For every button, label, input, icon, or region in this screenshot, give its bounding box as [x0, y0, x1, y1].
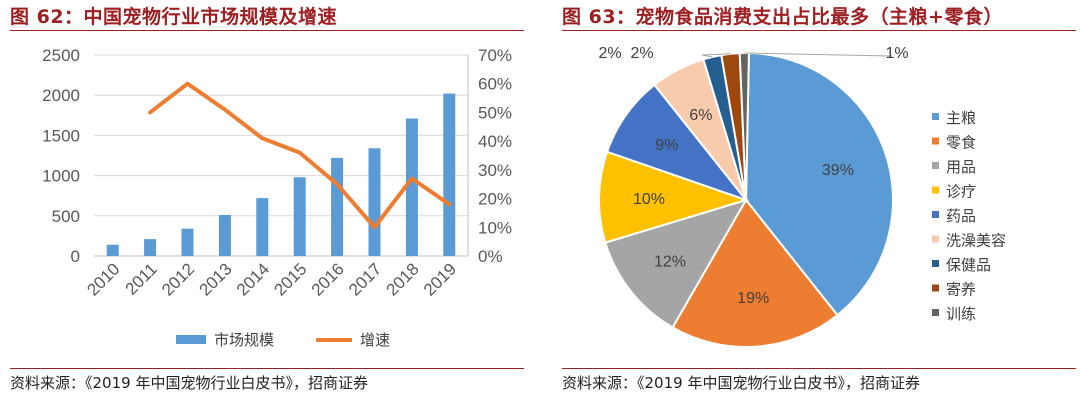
y-left-tick-label: 1000 — [42, 167, 80, 186]
right-chart-svg: 39% 19% 12% 10% 9% 6% 2% 2% 1% 主粮零食用品诊疗药品洗澡美容保健品寄… — [598, 45, 1006, 349]
pie-slice-用品 — [604, 198, 749, 329]
left-chart-title: 图 62：中国宠物行业市场规模及增速 — [10, 6, 338, 28]
y-left-tick-label: 2500 — [42, 46, 80, 65]
legend-swatch — [932, 137, 939, 145]
legend-swatch — [932, 211, 939, 218]
left-chart-svg: 0 500 1000 1500 2000 2500 0% 10% 20% 30% 40% 50% 60%… — [42, 46, 512, 349]
y-right-tick-label: 10% — [478, 218, 512, 237]
right-title-rule — [562, 30, 1076, 31]
left-chart-panel: 图 62：中国宠物行业市场规模及增速 0 500 1000 1500 2000 2500 0… — [0, 0, 528, 402]
pie-data-label: 12% — [654, 253, 686, 270]
legend-label: 保健品 — [946, 256, 991, 274]
pie-slice-诊疗 — [598, 150, 750, 244]
bar-2013 — [218, 214, 231, 256]
legend-label: 用品 — [946, 158, 976, 176]
pie-slice-零食 — [671, 198, 839, 349]
x-tick-label: 2013 — [196, 259, 236, 299]
y-left-tick-label: 1500 — [42, 126, 80, 145]
y-right-tick-label: 60% — [478, 75, 512, 94]
right-chart-title: 图 63：宠物食品消费支出占比最多（主粮+零食） — [562, 6, 1003, 28]
legend-label: 诊疗 — [946, 183, 976, 201]
y-right-tick-label: 30% — [478, 161, 512, 180]
bar-2017 — [368, 148, 381, 256]
leader-line — [701, 53, 731, 56]
pie-data-label: 19% — [737, 290, 769, 307]
x-tick-label: 2018 — [383, 259, 423, 299]
pie-data-label: 2% — [630, 45, 653, 62]
x-tick-label: 2016 — [308, 259, 348, 299]
left-source-rule — [10, 368, 524, 369]
x-tick-label: 2014 — [233, 259, 273, 299]
right-source-rule — [562, 368, 1076, 369]
pie-data-label: 10% — [633, 191, 665, 208]
leader-line — [744, 52, 893, 57]
left-source-note: 资料来源：《2019 年中国宠物行业白皮书》，招商证券 — [10, 374, 368, 392]
y-right-tick-label: 20% — [478, 190, 512, 209]
y-left-tick-label: 0 — [71, 247, 80, 266]
bar-2010 — [106, 244, 119, 256]
legend-label: 增速 — [360, 331, 390, 349]
legend-label: 市场规模 — [214, 331, 274, 349]
legend-swatch — [932, 162, 939, 169]
bar-2019 — [443, 93, 456, 256]
pie-data-label: 9% — [655, 137, 678, 154]
pie-data-label: 39% — [822, 162, 854, 179]
bar-2018 — [405, 118, 418, 257]
y-right-tick-label: 0% — [478, 247, 503, 266]
y-left-tick-label: 2000 — [42, 86, 80, 105]
legend-swatch — [932, 186, 939, 194]
pie-slice-主粮 — [744, 52, 894, 317]
x-tick-label: 2012 — [158, 259, 198, 299]
legend-swatch — [932, 309, 939, 316]
y-left-tick-label: 500 — [52, 207, 80, 226]
pie-slice-药品 — [605, 83, 749, 203]
legend-swatch — [932, 284, 939, 292]
right-source-note: 资料来源：《2019 年中国宠物行业白皮书》，招商证券 — [562, 374, 920, 392]
bar-2015 — [293, 177, 306, 256]
growth-line — [148, 81, 452, 230]
legend-label: 主粮 — [946, 109, 976, 127]
x-tick-label: 2019 — [420, 259, 460, 299]
legend-swatch — [932, 113, 939, 120]
legend-label: 药品 — [946, 207, 976, 225]
x-tick-label: 2011 — [122, 259, 161, 298]
bar-2011 — [144, 239, 157, 256]
y-right-tick-label: 70% — [478, 46, 512, 65]
y-right-tick-label: 50% — [478, 103, 512, 122]
legend-label: 零食 — [946, 134, 976, 152]
left-title-rule — [10, 30, 524, 31]
legend-swatch — [932, 235, 939, 243]
legend-swatch — [932, 260, 939, 267]
x-tick-label: 2015 — [270, 259, 310, 299]
x-tick-label: 2017 — [345, 259, 385, 299]
right-chart-panel: 图 63：宠物食品消费支出占比最多（主粮+零食） 39% 19% 12% 10% 9% 6… — [552, 0, 1080, 402]
pie-data-label: 2% — [598, 45, 621, 62]
legend-label: 训练 — [946, 305, 976, 323]
bar-2014 — [256, 198, 269, 256]
pie-data-label: 1% — [885, 45, 908, 62]
bar-2016 — [331, 157, 344, 256]
pie-data-label: 6% — [689, 107, 712, 124]
legend-swatch-bar — [176, 335, 206, 344]
y-right-tick-label: 40% — [478, 132, 512, 151]
bar-2012 — [181, 228, 194, 256]
legend-label: 洗澡美容 — [946, 232, 1006, 250]
legend-label: 寄养 — [946, 281, 976, 299]
x-tick-label: 2010 — [83, 259, 123, 299]
